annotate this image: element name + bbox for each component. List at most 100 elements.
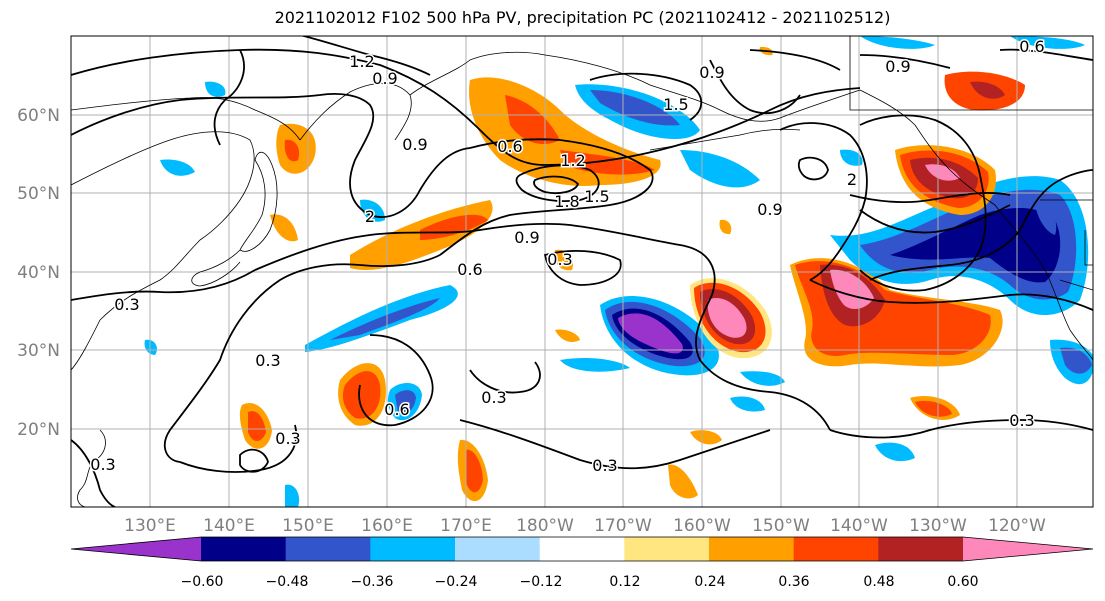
longitude-labels: 130°E 140°E 150°E 160°E 170°E 180°W 170°… <box>124 516 1046 536</box>
lon-label: 150°E <box>282 516 334 536</box>
lon-label: 160°E <box>361 516 413 536</box>
lon-label: 170°W <box>594 516 652 536</box>
precip-shade <box>860 36 935 49</box>
lat-label: 30°N <box>17 341 60 361</box>
precip-shade <box>1035 200 1057 235</box>
lon-label: 170°E <box>440 516 492 536</box>
precip-shade <box>740 371 785 386</box>
precip-shade <box>915 400 952 417</box>
latitude-labels: 60°N 50°N 40°N 30°N 20°N <box>17 106 60 440</box>
precip-shade <box>590 90 680 126</box>
map-title: 2021102012 F102 500 hPa PV, precipitatio… <box>274 8 891 27</box>
colorbar-segment <box>71 537 201 561</box>
contour-label: 0.3 <box>481 388 506 407</box>
contour-label: 0.9 <box>885 57 910 76</box>
contour-label: 0.9 <box>699 63 724 82</box>
lon-label: 120°W <box>988 516 1046 536</box>
precip-shade <box>707 298 747 338</box>
precip-shade <box>555 329 580 342</box>
map-frame <box>70 35 1094 508</box>
contour-labels: 1.2 0.9 0.9 0.6 0.9 1.2 1.8 1.5 2 0.9 0.… <box>89 36 1046 477</box>
colorbar-segment <box>370 537 456 561</box>
colorbar-tick-label: 0.36 <box>778 574 809 590</box>
precip-shade <box>618 313 683 354</box>
contour-label: 2 <box>365 207 375 226</box>
lon-label: 140°E <box>203 516 255 536</box>
colorbar-tick-label: −0.12 <box>520 574 563 590</box>
colorbar-segment <box>201 537 287 561</box>
contour-label: 0.3 <box>114 295 139 314</box>
contour-label: 0.6 <box>497 137 522 156</box>
precip-shade <box>270 214 298 242</box>
lon-label: 150°W <box>752 516 810 536</box>
contour-label: 1.5 <box>584 187 609 206</box>
contour-label: 1.2 <box>560 151 585 170</box>
colorbar-segment <box>793 537 879 561</box>
precip-shade <box>560 357 630 372</box>
coastlines <box>71 36 1093 507</box>
lon-label: 130°E <box>124 516 176 536</box>
contour-label: 0.9 <box>757 200 782 219</box>
precip-shade <box>719 219 732 235</box>
colorbar-segment <box>878 537 964 561</box>
colorbar-tick-label: −0.24 <box>435 574 478 590</box>
colorbar-tick-label: −0.48 <box>266 574 309 590</box>
precip-shade <box>144 339 157 355</box>
lon-label: 180°W <box>516 516 574 536</box>
colorbar-tick-label: 0.12 <box>609 574 640 590</box>
precip-shade <box>680 150 760 188</box>
precip-shade <box>284 139 300 162</box>
colorbar-outline <box>70 536 1094 562</box>
precip-shade <box>730 396 765 412</box>
contour-label: 2 <box>847 170 857 189</box>
lat-label: 60°N <box>17 106 60 126</box>
precip-shade <box>466 449 483 493</box>
precip-shade <box>840 149 863 166</box>
contour-label: 0.3 <box>275 429 300 448</box>
contour-label: 0.9 <box>514 228 539 247</box>
colorbar-segment <box>455 537 541 561</box>
colorbar-segment <box>285 537 371 561</box>
precip-shade <box>875 442 915 462</box>
colorbar-segment <box>709 537 795 561</box>
colorbar-segment <box>963 537 1093 561</box>
precip-shade <box>925 164 960 181</box>
lon-label: 130°W <box>909 516 967 536</box>
precip-shade <box>505 95 560 145</box>
contour-label: 1.5 <box>663 95 688 114</box>
contour-label: 1.8 <box>554 192 579 211</box>
colorbar-tick-label: 0.24 <box>694 574 725 590</box>
colorbar <box>70 536 1094 562</box>
precip-shade <box>285 484 300 507</box>
colorbar-segment <box>624 537 710 561</box>
contour-label: 0.6 <box>457 260 482 279</box>
pv-contours <box>71 36 1093 507</box>
contour-label: 0.3 <box>1009 411 1034 430</box>
contour-label: 0.3 <box>547 250 572 269</box>
precip-shade <box>160 159 195 176</box>
precip-shade <box>970 81 1005 99</box>
contour-label: 0.9 <box>372 69 397 88</box>
colorbar-tick-label: −0.60 <box>181 574 224 590</box>
precip-shade <box>248 411 266 441</box>
contour-label: 0.3 <box>592 456 617 475</box>
lat-label: 40°N <box>17 263 60 283</box>
colorbar-segment <box>539 537 625 561</box>
contour-label: 0.9 <box>402 135 427 154</box>
contour-label: 0.3 <box>90 455 115 474</box>
contour-label: 0.6 <box>1019 37 1044 56</box>
precip-shade <box>830 269 874 310</box>
precip-shade <box>205 81 226 97</box>
graticule <box>71 36 1093 507</box>
contour-label: 0.6 <box>384 400 409 419</box>
lon-label: 140°W <box>830 516 888 536</box>
precip-shade <box>1010 36 1085 49</box>
colorbar-tick-label: 0.48 <box>863 574 894 590</box>
precip-shade <box>342 371 381 419</box>
precip-shade <box>395 390 416 415</box>
precip-shade <box>330 298 440 340</box>
contour-label: 1.2 <box>349 52 374 71</box>
precip-shade <box>1060 347 1092 374</box>
precip-shade <box>554 249 574 271</box>
